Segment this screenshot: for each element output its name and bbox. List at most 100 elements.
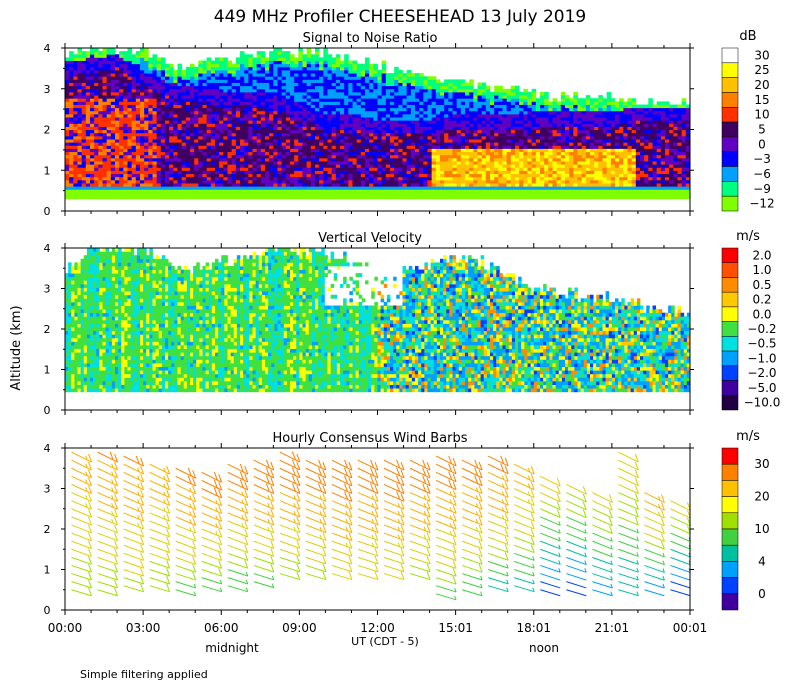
snr-cell <box>510 107 516 112</box>
snr-cell <box>515 123 520 127</box>
snr-cell <box>73 157 78 162</box>
snr-cell <box>323 104 328 109</box>
snr-cell <box>277 132 283 137</box>
snr-cell <box>365 164 370 168</box>
snr-cell <box>406 154 412 159</box>
snr-cell <box>540 154 545 159</box>
snr-cell <box>223 189 228 193</box>
snr-cell <box>440 142 445 146</box>
snr-cell <box>377 195 383 200</box>
snr-cell <box>131 145 137 149</box>
snr-cell <box>102 129 108 134</box>
snr-cell <box>406 189 412 193</box>
snr-cell <box>94 98 99 102</box>
snr-cell <box>265 176 270 181</box>
snr-cell <box>156 57 162 61</box>
snr-cell <box>335 157 341 162</box>
snr-cell <box>294 123 299 127</box>
snr-cell <box>356 85 362 90</box>
snr-cell <box>310 60 316 65</box>
snr-cell <box>302 85 308 90</box>
snr-cell <box>469 183 474 187</box>
snr-cell <box>194 179 199 184</box>
snr-cell <box>494 142 499 146</box>
snr-cell <box>331 117 337 121</box>
snr-cell <box>456 183 462 187</box>
snr-cell <box>273 148 278 153</box>
snr-cell <box>94 66 99 71</box>
snr-cell <box>406 142 412 146</box>
snr-cell <box>344 91 349 96</box>
snr-cell <box>431 176 437 181</box>
snr-cell <box>498 151 503 156</box>
snr-cell <box>498 123 503 127</box>
snr-cell <box>490 110 495 115</box>
snr-cell <box>473 132 478 137</box>
snr-cell <box>148 88 153 93</box>
snr-cell <box>510 195 516 200</box>
snr-cell <box>415 117 420 121</box>
snr-cell <box>519 157 524 162</box>
snr-cell <box>123 164 128 168</box>
snr-cell <box>252 104 258 109</box>
snr-cell <box>427 161 433 165</box>
snr-cell <box>335 85 341 90</box>
snr-cell <box>110 157 116 162</box>
snr-cell <box>498 132 503 137</box>
snr-cell <box>431 126 437 131</box>
snr-cell <box>306 173 312 178</box>
snr-cell <box>469 154 474 159</box>
snr-cell <box>490 98 495 102</box>
snr-cell <box>215 73 220 77</box>
snr-cell <box>406 101 412 105</box>
snr-cell <box>490 151 495 156</box>
snr-cell <box>144 60 149 65</box>
snr-cell <box>402 167 408 171</box>
snr-cell <box>360 186 366 190</box>
snr-cell <box>265 145 270 149</box>
snr-cell <box>298 69 303 74</box>
snr-cell <box>140 192 145 197</box>
snr-cell <box>169 139 174 143</box>
snr-cell <box>369 132 374 137</box>
snr-cell <box>406 79 412 83</box>
snr-cell <box>394 186 399 190</box>
snr-cell <box>402 192 408 197</box>
snr-cell <box>477 195 483 200</box>
snr-cell <box>202 139 208 143</box>
snr-cell <box>440 170 445 175</box>
snr-cell <box>531 189 537 193</box>
snr-cell <box>215 76 220 80</box>
snr-cell <box>540 170 545 175</box>
snr-cell <box>410 132 416 137</box>
snr-cell <box>248 57 253 61</box>
snr-cell <box>273 139 278 143</box>
snr-cell <box>265 186 270 190</box>
snr-cell <box>90 107 95 112</box>
snr-cell <box>127 63 133 68</box>
snr-cell <box>360 91 366 96</box>
snr-cell <box>423 76 428 80</box>
snr-cell <box>406 110 412 115</box>
snr-cell <box>310 63 316 68</box>
snr-cell <box>231 110 237 115</box>
snr-cell <box>481 85 487 90</box>
snr-cell <box>223 176 228 181</box>
snr-cell <box>94 107 99 112</box>
snr-cell <box>473 91 478 96</box>
snr-cell <box>69 148 74 153</box>
snr-cell <box>219 126 224 131</box>
snr-cell <box>148 145 153 149</box>
snr-cell <box>90 76 95 80</box>
snr-cell <box>81 123 87 127</box>
snr-cell <box>410 117 416 121</box>
snr-cell <box>481 132 487 137</box>
snr-cell <box>152 69 158 74</box>
snr-cell <box>448 145 453 149</box>
snr-cell <box>340 161 345 165</box>
snr-cell <box>244 88 249 93</box>
snr-cell <box>340 85 345 90</box>
snr-cell <box>85 161 91 165</box>
snr-cell <box>452 120 458 124</box>
snr-cell <box>173 148 178 153</box>
